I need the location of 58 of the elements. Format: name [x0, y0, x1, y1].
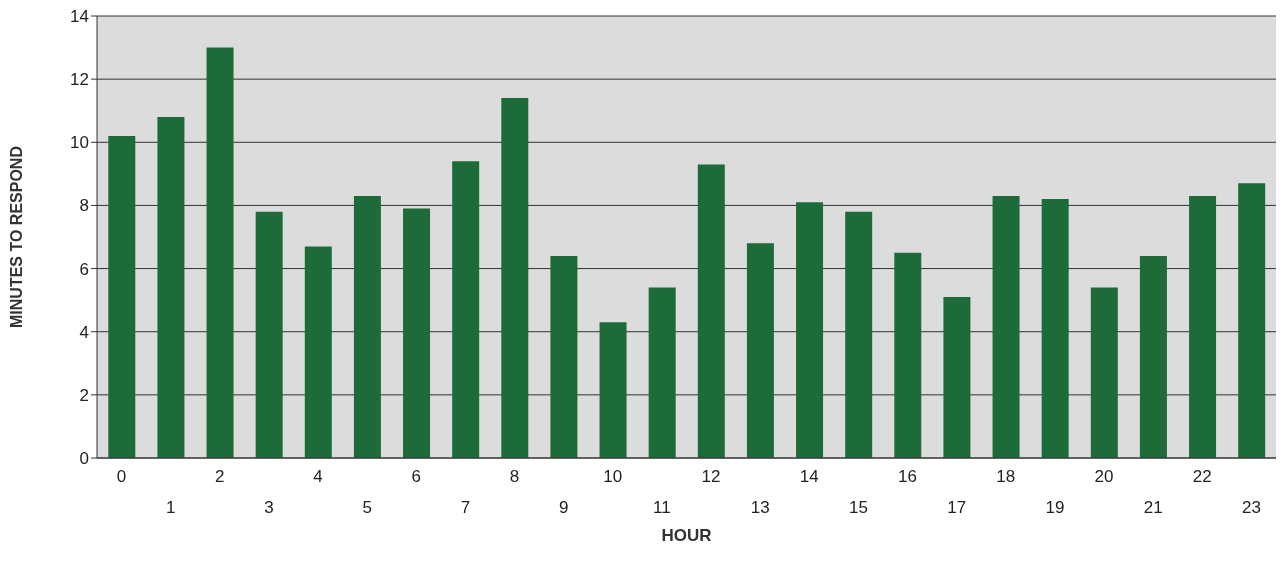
x-tick-label: 15 [848, 498, 868, 517]
bar [255, 211, 283, 458]
x-tick-label: 6 [411, 467, 422, 486]
bar [1041, 199, 1069, 458]
x-tick-label: 14 [799, 467, 819, 486]
bar [550, 255, 578, 458]
x-tick-label: 3 [264, 498, 274, 517]
y-tick-label: 10 [70, 133, 89, 153]
bar [1189, 195, 1217, 458]
y-tick-label: 0 [79, 449, 89, 469]
x-tick-label: 5 [362, 498, 372, 517]
x-tick-label: 10 [603, 467, 623, 486]
y-tick-label: 8 [79, 196, 89, 216]
x-tick-label: 19 [1045, 498, 1065, 517]
x-axis-title: HOUR [661, 526, 712, 545]
x-tick-label: 4 [313, 467, 323, 486]
y-tick-label: 2 [79, 385, 89, 405]
bar [1090, 287, 1118, 458]
x-tick-label: 9 [558, 498, 569, 517]
y-tick-label: 6 [79, 259, 89, 279]
bar [353, 195, 381, 458]
bar [599, 322, 627, 458]
bar [746, 243, 774, 458]
bar [845, 211, 873, 458]
bar [894, 252, 922, 458]
bar [157, 117, 185, 458]
x-tick-label: 1 [165, 498, 176, 517]
bar [992, 195, 1020, 458]
x-tick-label: 17 [947, 498, 967, 517]
x-tick-label: 0 [116, 467, 127, 486]
bar [943, 296, 971, 458]
bar [403, 208, 431, 458]
bar [108, 135, 136, 458]
y-tick-label: 12 [70, 70, 89, 90]
x-tick-label: 21 [1143, 498, 1163, 517]
bar [206, 47, 234, 458]
x-tick-label: 8 [509, 467, 520, 486]
bar [1139, 255, 1167, 458]
bar [452, 161, 480, 458]
x-tick-label: 12 [701, 467, 721, 486]
x-tick-label: 7 [460, 498, 471, 517]
bar [501, 98, 529, 458]
y-tick-label: 4 [79, 322, 89, 342]
x-tick-label: 18 [996, 467, 1016, 486]
bar [648, 287, 676, 458]
x-tick-label: 23 [1241, 498, 1261, 517]
bar [796, 202, 824, 458]
x-tick-label: 2 [215, 467, 225, 486]
bar [697, 164, 725, 458]
x-tick-label: 13 [750, 498, 770, 517]
bar [304, 246, 332, 458]
y-tick-label: 14 [70, 7, 89, 27]
x-tick-label: 16 [898, 467, 918, 486]
x-tick-label: 11 [653, 498, 671, 517]
x-tick-label: 22 [1192, 467, 1212, 486]
x-tick-label: 20 [1094, 467, 1114, 486]
bar [1238, 183, 1266, 458]
y-axis-title: MINUTES TO RESPOND [7, 146, 25, 328]
